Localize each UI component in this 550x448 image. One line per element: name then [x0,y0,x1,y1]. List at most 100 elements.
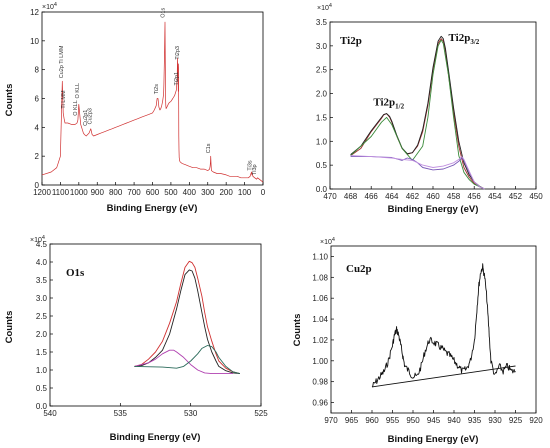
survey-x-tick-label-7: 500 [164,188,178,197]
o1s-x-tick-label-0: 540 [43,409,57,418]
ti2p-series-1 [350,35,485,190]
o1s-series-2 [134,349,233,375]
ti2p-x-tick-label-8: 454 [488,192,502,201]
ti2p-y-tick-label-3: 1.5 [316,113,328,122]
ti2p-series-2 [350,39,485,190]
ti2p-x-tick-label-3: 464 [385,192,399,201]
survey-peak-annotation-1: Ti LMM [61,90,67,109]
ti2p-x-tick-label-10: 450 [529,192,543,201]
cu2p-panel-title: Cu2p [346,263,372,275]
o1s-y-exponent: ×104 [30,235,45,244]
o1s-x-tick-label-1: 535 [114,409,128,418]
ti2p-x-tick-label-2: 466 [365,192,379,201]
survey-x-tick-label-9: 300 [201,188,215,197]
ti2p-series-0 [350,38,485,190]
o1s-y-tick-label-3: 1.5 [36,348,48,357]
o1s-x-tick-label-2: 530 [184,409,198,418]
cu2p-y-tick-label-5: 1.06 [312,294,328,303]
survey-y-tick-label-6: 12 [30,8,39,17]
survey-y-axis-label: Counts [4,84,15,117]
survey-peak-annotation-11: Ti3s [247,160,253,170]
survey-y-tick-label-4: 8 [35,66,40,75]
o1s-series-3 [134,345,241,375]
ti2p-x-tick-label-0: 470 [323,192,337,201]
o1s-series-0 [134,260,241,375]
cu2p-x-axis-label: Binding Energy (eV) [388,434,479,445]
survey-peak-annotation-6: O1s [161,7,167,17]
ti2p-x-tick-label-4: 462 [406,192,420,201]
ti2p-y-tick-label-6: 3.0 [316,42,328,51]
ti2p-y-tick-label-0: 0.0 [316,185,328,194]
cu2p-x-tick-label-10: 920 [529,416,543,425]
survey-peak-annotation-5: Cu2p3 [87,108,93,124]
survey-x-tick-label-11: 100 [238,188,252,197]
o1s-panel-title: O1s [66,267,85,279]
o1s-spectrum-panel: ×104 O1s Counts Binding Energy (eV) 540 5… [4,235,268,443]
survey-peak-annotation-12: Ti3p [252,164,258,175]
ti2p-y-tick-label-4: 2.0 [316,90,328,99]
cu2p-x-tick-label-4: 950 [406,416,420,425]
cu2p-x-tick-label-2: 960 [365,416,379,425]
cu2p-x-tick-label-6: 940 [447,416,461,425]
ti2p-x-tick-label-9: 452 [509,192,523,201]
survey-peak-annotation-7: Ti2s [154,84,160,94]
ti2p-y-tick-label-2: 1.0 [316,137,328,146]
ti2p-peak-label-0: Ti2p1/2 [373,97,404,111]
survey-x-tick-label-0: 1200 [33,188,51,197]
cu2p-x-tick-label-5: 945 [427,416,441,425]
o1s-series-1 [134,269,240,375]
o1s-y-tick-label-5: 2.5 [36,312,48,321]
cu2p-y-tick-label-2: 1.00 [312,357,328,366]
ti2p-x-tick-label-1: 468 [344,192,358,201]
survey-peak-annotation-10: C1s [206,143,212,153]
o1s-y-tick-label-0: 0.0 [36,402,48,411]
survey-y-tick-label-1: 2 [35,152,40,161]
cu2p-y-tick-label-3: 1.02 [312,336,328,345]
survey-peak-annotation-8: Ti2p3 [175,46,181,60]
survey-series-0 [41,21,264,183]
o1s-y-tick-label-4: 2.0 [36,330,48,339]
survey-x-tick-label-3: 900 [91,188,105,197]
survey-x-tick-label-12: 0 [261,188,266,197]
cu2p-y-axis-label: Counts [292,314,303,347]
cu2p-x-tick-label-7: 935 [468,416,482,425]
cu2p-series-1 [371,365,516,388]
survey-peak-annotation-3: O KLL [73,100,79,116]
survey-x-tick-label-6: 600 [146,188,160,197]
ti2p-peak-label-1: Ti2p3/2 [449,32,480,46]
o1s-y-axis-label: Counts [4,311,15,344]
survey-y-tick-label-3: 6 [35,95,40,104]
ti2p-x-axis-label: Binding Energy (eV) [388,204,479,215]
o1s-plot-frame [49,243,262,407]
cu2p-y-exponent: ×104 [320,237,335,246]
ti2p-x-tick-label-5: 460 [426,192,440,201]
cu2p-spectrum-panel: ×104 Cu2p Counts Binding Energy (eV) 970… [292,237,543,445]
survey-y-tick-label-2: 4 [35,123,40,132]
o1s-x-axis-label: Binding Energy (eV) [110,432,201,443]
cu2p-y-tick-label-1: 0.98 [312,378,328,387]
ti2p-x-tick-label-7: 456 [468,192,482,201]
ti2p-y-exponent: ×104 [317,3,332,12]
ti2p-series-4 [350,155,485,190]
survey-x-axis-label: Binding Energy (eV) [107,203,198,214]
survey-peak-annotation-0: Cu2p Ti LMM [59,45,65,78]
survey-spectrum-panel: ×104 Counts Binding Energy (eV) 1200 1100… [4,2,266,214]
survey-x-tick-label-4: 800 [109,188,123,197]
cu2p-y-tick-label-7: 1.10 [312,252,328,261]
cu2p-x-tick-label-8: 930 [488,416,502,425]
cu2p-x-tick-label-1: 965 [345,416,359,425]
o1s-y-tick-label-8: 4.0 [36,258,48,267]
survey-y-tick-label-5: 10 [30,37,39,46]
survey-x-tick-label-1: 1100 [52,188,70,197]
survey-peak-annotation-9: Ti2p1 [174,72,180,86]
survey-y-tick-label-0: 0 [35,181,40,190]
ti2p-y-tick-label-7: 3.5 [316,18,328,27]
cu2p-series-0 [371,263,516,388]
ti2p-y-tick-label-1: 0.5 [316,161,328,170]
o1s-x-tick-label-3: 525 [254,409,268,418]
survey-x-tick-label-10: 200 [219,188,233,197]
o1s-y-tick-label-6: 3.0 [36,294,48,303]
survey-peak-annotation-4: Cu2p1 [83,110,89,126]
survey-x-tick-label-5: 700 [127,188,141,197]
